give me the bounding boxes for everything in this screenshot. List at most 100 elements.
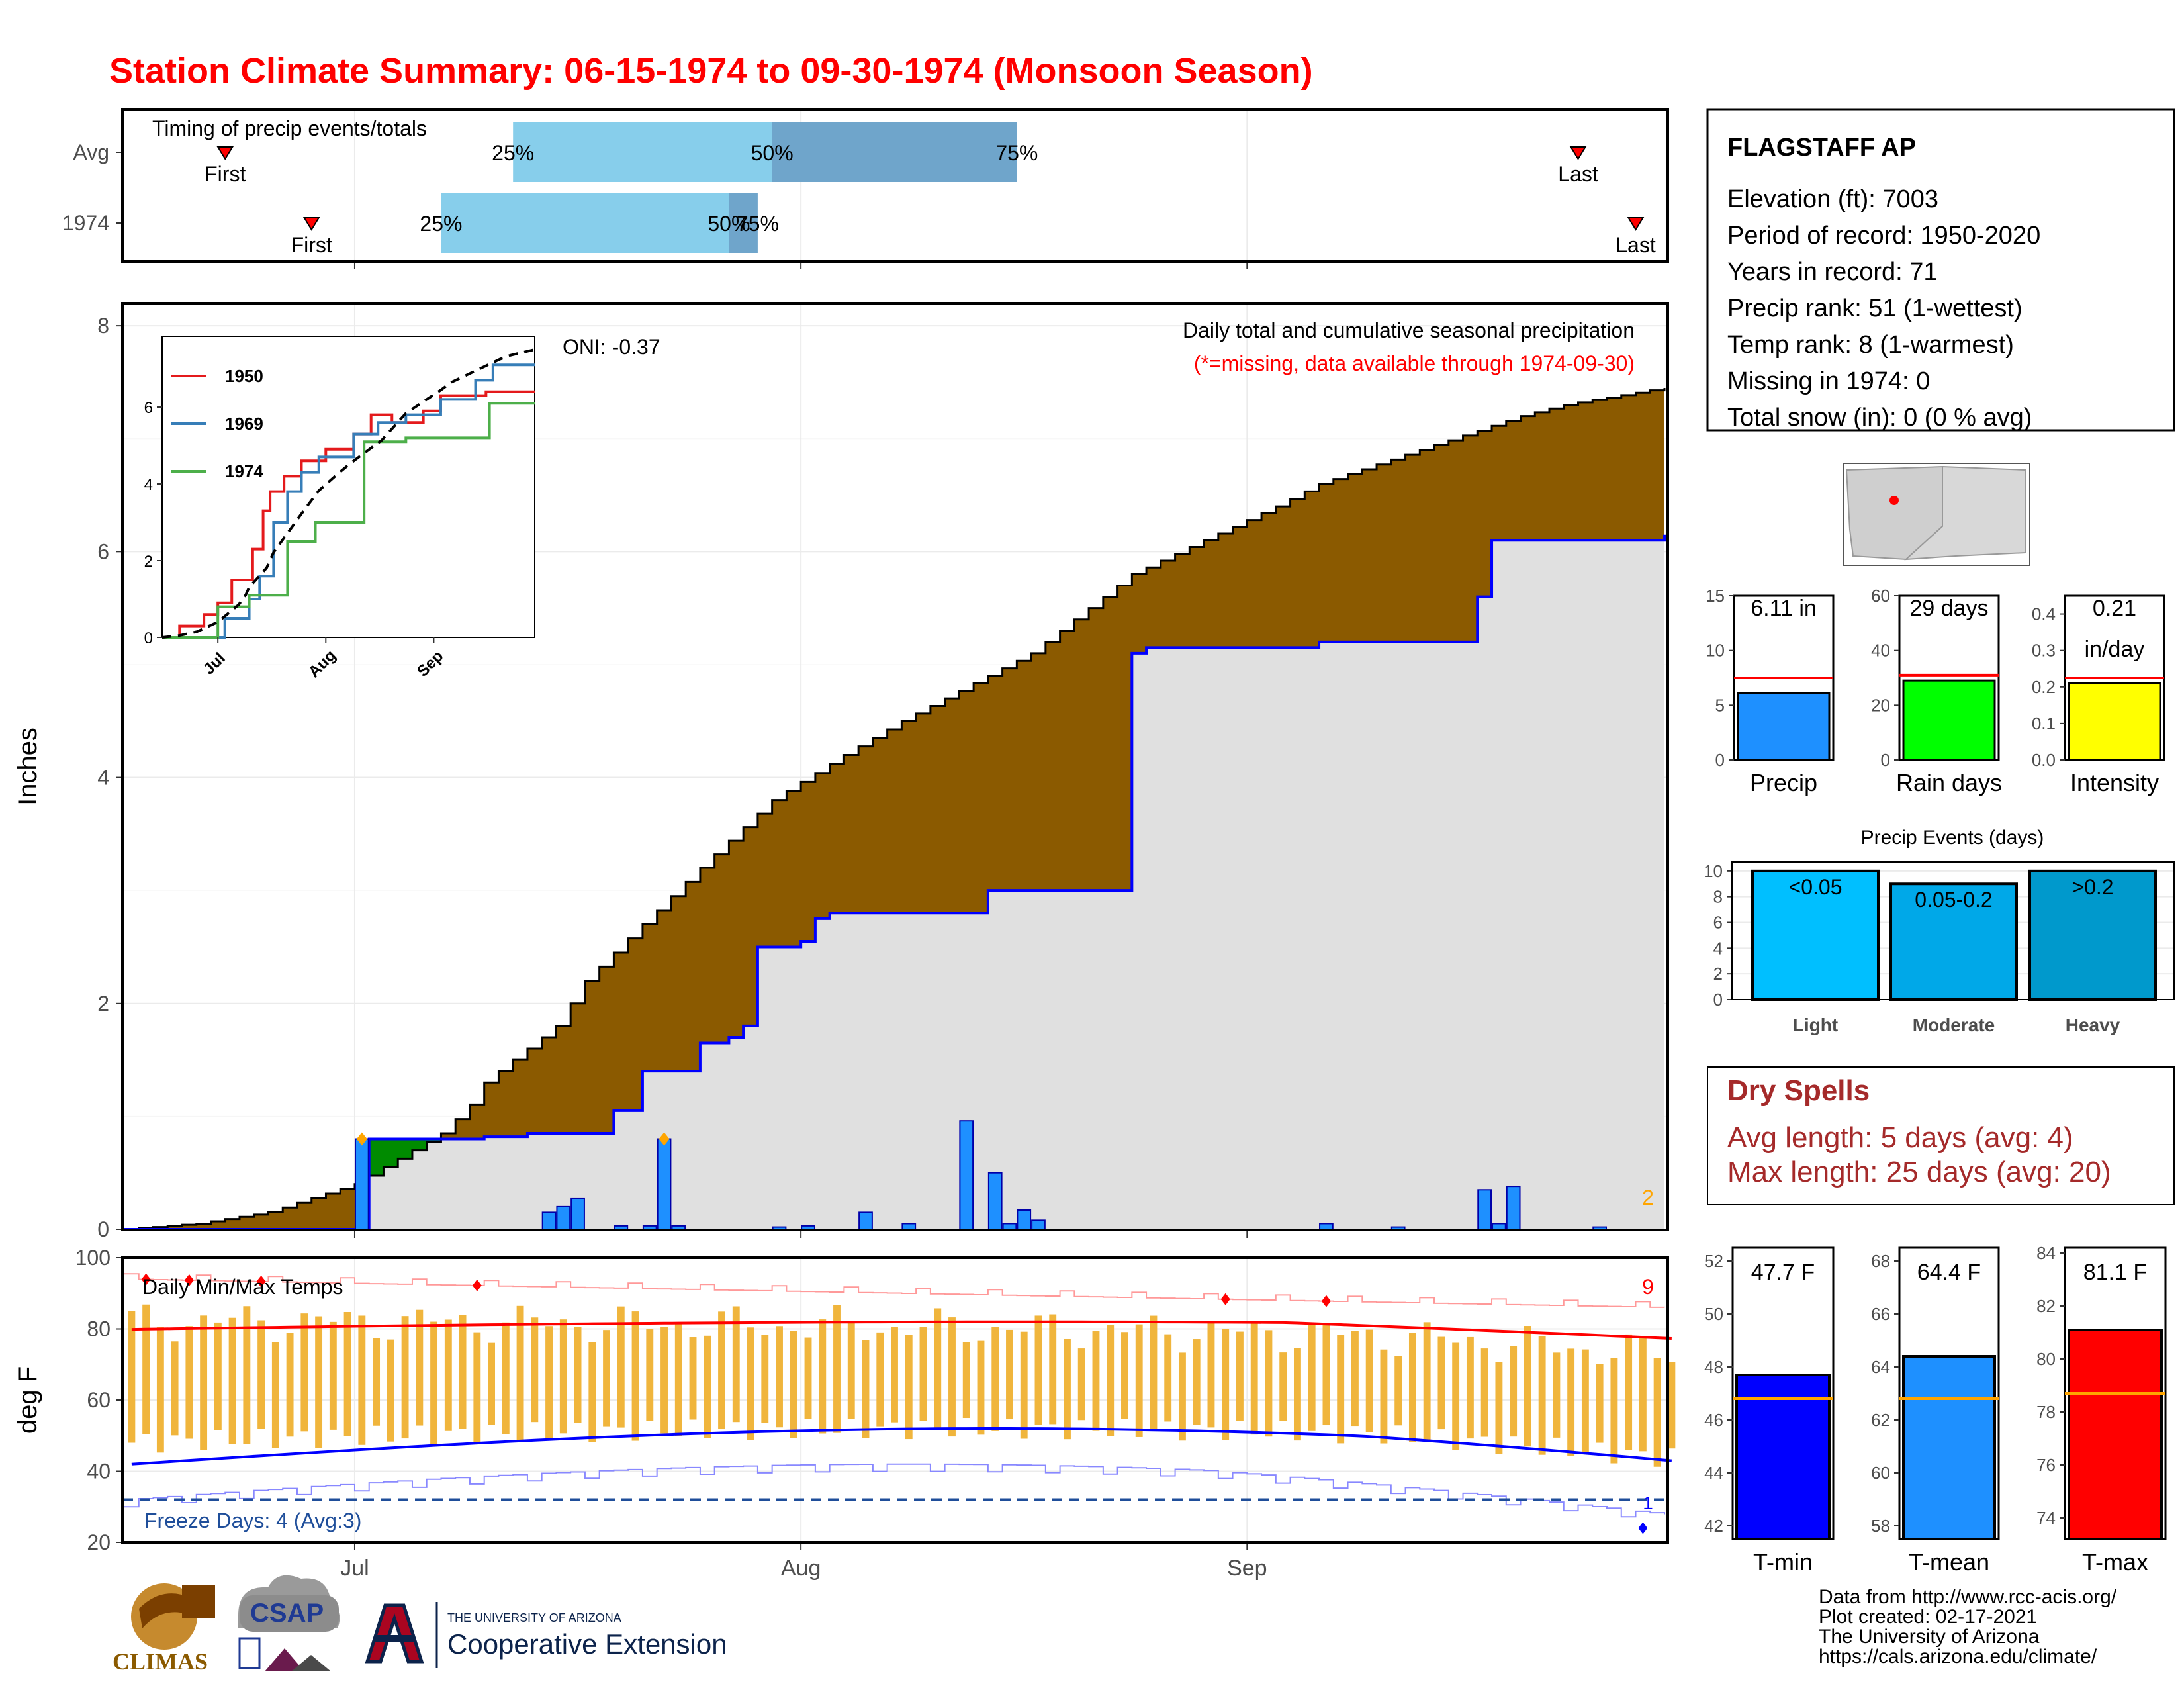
daily-temp-bar: [776, 1326, 783, 1428]
summary-value-label: in/day: [2085, 637, 2145, 662]
record-high-marker: [472, 1279, 482, 1291]
daily-temp-bar: [271, 1342, 279, 1448]
temp-xtick-label: Jul: [340, 1556, 369, 1581]
daily-temp-bar: [1092, 1331, 1100, 1431]
daily-temp-bar: [1164, 1334, 1172, 1422]
daily-temp-bar: [1437, 1336, 1445, 1430]
daily-temp-bar: [559, 1319, 567, 1434]
dry-spells-avg: Avg length: 5 days (avg: 4): [1727, 1121, 2073, 1154]
timing-p50-label: 50%: [751, 141, 794, 165]
summary-ytick-label: 0: [1715, 750, 1725, 770]
summary-bar: [1737, 692, 1831, 761]
daily-temp-bar: [1365, 1329, 1373, 1432]
inset-legend-label: 1974: [225, 461, 263, 481]
summary-ytick-label: 20: [1871, 695, 1890, 715]
daily-precip-bar: [1031, 1219, 1046, 1230]
timing-bar-lower-half: [513, 122, 772, 182]
temp-summary-value-label: 47.7 F: [1751, 1260, 1815, 1285]
daily-temp-bar: [1668, 1362, 1676, 1449]
precip-ytick-label: 8: [97, 314, 109, 338]
daily-precip-bar: [1002, 1223, 1017, 1230]
daily-temp-bar: [790, 1331, 797, 1438]
daily-temp-bar: [804, 1337, 812, 1419]
climas-logo-text: CLIMAS: [113, 1648, 208, 1675]
timing-last-marker: [1569, 146, 1587, 160]
daily-temp-bar: [444, 1319, 452, 1431]
summary-ytick-label: 0.1: [2032, 714, 2056, 733]
daily-temp-bar: [459, 1315, 467, 1429]
temp-summary-ytick-label: 44: [1704, 1463, 1723, 1483]
daily-temp-bar: [1222, 1329, 1230, 1440]
timing-first-marker: [216, 146, 234, 160]
precip-1974-line: [124, 534, 1666, 1231]
timing-p25-label: 25%: [492, 141, 534, 165]
daily-temp-bar: [962, 1342, 970, 1419]
precip-ytick-label: 4: [97, 766, 109, 790]
daily-temp-bar: [401, 1316, 409, 1439]
temp-summary-ytick-label: 74: [2036, 1508, 2056, 1528]
precip-subtitle: (*=missing, data available through 1974-…: [1194, 352, 1635, 375]
temp-ytick-label: 40: [87, 1460, 111, 1483]
summary-ytick-label: 10: [1706, 641, 1725, 661]
daily-temp-bar: [660, 1327, 668, 1434]
daily-temp-bar: [704, 1335, 711, 1438]
daily-temp-bar: [1193, 1339, 1201, 1425]
inset-avg-line: [161, 348, 535, 639]
daily-temp-bar: [473, 1332, 481, 1444]
daily-temp-bar: [761, 1335, 769, 1423]
daily-temp-bar: [1495, 1362, 1503, 1454]
timing-first-label: First: [205, 162, 246, 186]
inset-ytick-label: 4: [144, 476, 153, 494]
inset-series-line-1969: [162, 363, 535, 639]
timing-row-label: 1974: [62, 211, 109, 235]
precip-events-panel: Precip Events (days) 0 2 4 6 8 10 <0.05 Light 0.0…: [1704, 827, 2175, 1035]
daily-temp-bar: [1510, 1346, 1518, 1437]
record-high-marker: [1321, 1295, 1331, 1307]
daily-precip-bar: [657, 1138, 672, 1231]
avg-max-temp-line: [131, 1320, 1672, 1340]
temp-summary-ytick-label: 60: [1871, 1463, 1890, 1483]
temp-xtick-label: Aug: [781, 1556, 821, 1581]
daily-temp-bar: [1121, 1332, 1128, 1419]
temp-summary-ytick-label: 52: [1704, 1251, 1723, 1271]
daily-temp-bar: [833, 1305, 841, 1433]
daily-temp-bar: [1380, 1349, 1388, 1444]
daily-temp-bar: [876, 1332, 884, 1427]
daily-temp-bar: [1150, 1315, 1158, 1430]
daily-temp-bar: [862, 1340, 870, 1438]
daily-temp-bar: [1625, 1334, 1633, 1450]
events-ytick-label: 6: [1713, 912, 1723, 932]
climas-logo: CLIMAS: [113, 1583, 215, 1675]
station-line: Total snow (in): 0 (0 % avg): [1727, 404, 2032, 432]
temp-summary-value-label: 64.4 F: [1917, 1260, 1981, 1285]
credit-line: https://cals.arizona.edu/climate/: [1819, 1646, 2097, 1667]
timing-bar-lower-half: [441, 193, 729, 253]
daily-temp-bar: [1653, 1358, 1661, 1467]
daily-temp-bar: [1308, 1325, 1316, 1431]
temp-summary-ytick-label: 78: [2036, 1402, 2056, 1422]
daily-temp-bar: [1581, 1349, 1589, 1453]
events-category-label: Light: [1793, 1015, 1838, 1035]
daily-temp-bar: [1236, 1331, 1244, 1421]
precip-avg-line: [124, 387, 1666, 1231]
temp-summary-ytick-label: 84: [2036, 1243, 2056, 1263]
events-ytick-label: 2: [1713, 964, 1723, 984]
summary-ytick-label: 0: [1881, 750, 1890, 770]
ua-logo-small-text: THE UNIVERSITY OF ARIZONA: [447, 1611, 621, 1624]
temp-summary-ytick-label: 76: [2036, 1455, 2056, 1475]
timing-p75-label: 75%: [995, 141, 1038, 165]
summary-value-label: 6.11 in: [1751, 596, 1817, 621]
timing-last-label: Last: [1615, 233, 1656, 257]
station-location-dot: [1889, 496, 1899, 505]
temp-ytick-label: 80: [87, 1317, 111, 1341]
daily-temp-bar: [1020, 1331, 1028, 1439]
precip-ytick-label: 0: [97, 1217, 109, 1241]
daily-temp-bar: [1135, 1324, 1143, 1437]
daily-temp-bar: [603, 1330, 610, 1427]
temp-summary-ytick-label: 46: [1704, 1410, 1723, 1430]
daily-temp-bar: [1077, 1348, 1085, 1421]
record-low-marker: [1638, 1522, 1648, 1534]
summary-ytick-label: 60: [1871, 586, 1890, 606]
avg-min-temp-line: [131, 1427, 1672, 1466]
daily-temp-bar: [545, 1326, 553, 1440]
